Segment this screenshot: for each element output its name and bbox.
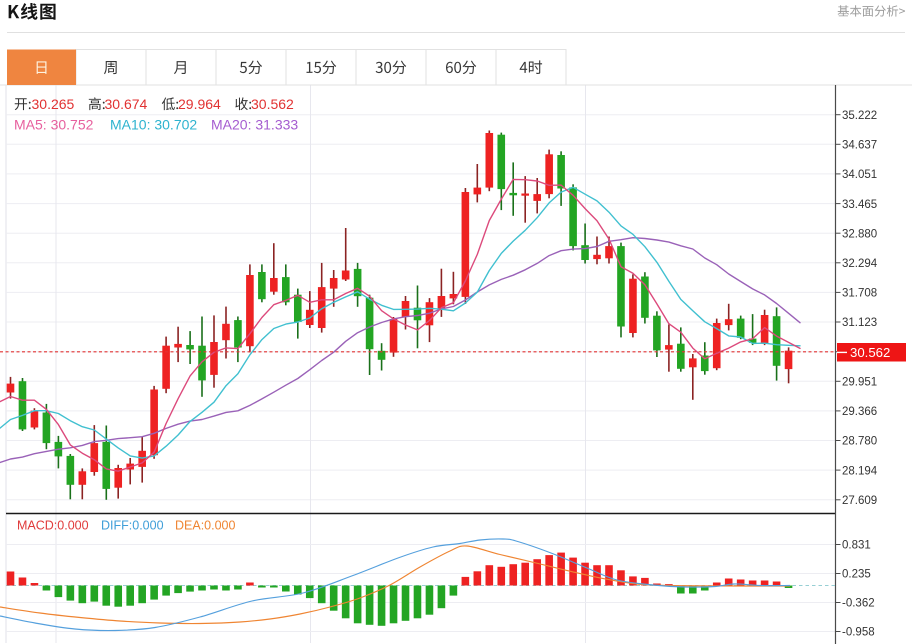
svg-text:34.637: 34.637: [842, 140, 877, 152]
svg-text:MA20: 31.333: MA20: 31.333: [211, 116, 298, 132]
svg-text:33.465: 33.465: [842, 199, 877, 211]
svg-text:-0.362: -0.362: [842, 598, 875, 610]
svg-text:30.674: 30.674: [105, 96, 148, 112]
svg-text:28.780: 28.780: [842, 436, 877, 448]
svg-text:31.708: 31.708: [842, 288, 877, 300]
svg-text:DEA:0.000: DEA:0.000: [175, 519, 236, 533]
svg-text:30.562: 30.562: [850, 345, 890, 360]
svg-text:0.235: 0.235: [842, 569, 871, 581]
svg-text:-0.958: -0.958: [842, 627, 875, 639]
svg-text:34.051: 34.051: [842, 169, 877, 181]
svg-text:30.265: 30.265: [32, 96, 75, 112]
svg-text:35.222: 35.222: [842, 110, 877, 122]
svg-text:32.294: 32.294: [842, 258, 878, 270]
svg-text:32.880: 32.880: [842, 228, 877, 240]
svg-text:DIFF:0.000: DIFF:0.000: [101, 519, 164, 533]
svg-text:27.609: 27.609: [842, 495, 877, 507]
svg-text:30.562: 30.562: [251, 96, 294, 112]
svg-text:28.194: 28.194: [842, 465, 878, 477]
svg-text:0.831: 0.831: [842, 540, 871, 552]
svg-text:29.366: 29.366: [842, 406, 877, 418]
svg-text:29.951: 29.951: [842, 377, 877, 389]
svg-text:MA10: 30.702: MA10: 30.702: [110, 116, 197, 132]
svg-text:MA5: 30.752: MA5: 30.752: [14, 116, 94, 132]
svg-text:31.123: 31.123: [842, 317, 877, 329]
svg-text:MACD:0.000: MACD:0.000: [17, 519, 89, 533]
svg-text:29.964: 29.964: [178, 96, 221, 112]
